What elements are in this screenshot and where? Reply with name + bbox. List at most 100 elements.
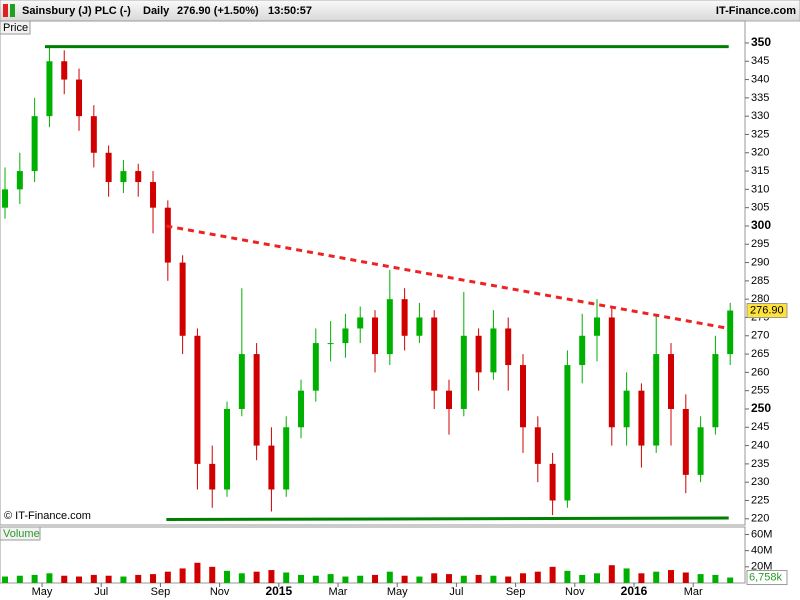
y-tick-label: 60M: [751, 528, 772, 540]
candle-body: [253, 354, 260, 446]
x-tick-label: Nov: [565, 586, 585, 598]
y-tick-label: 350: [751, 35, 771, 49]
x-tick-label: May: [32, 586, 53, 598]
volume-bar: [327, 574, 334, 583]
y-tick-label: 240: [751, 439, 769, 451]
volume-bar: [253, 571, 260, 583]
volume-bar: [682, 572, 689, 583]
x-tick-label: Sep: [506, 586, 526, 598]
volume-bar: [712, 574, 719, 583]
y-tick-label: 295: [751, 238, 769, 250]
volume-bar: [150, 574, 157, 583]
y-tick-label: 300: [751, 218, 771, 232]
volume-bar: [135, 574, 142, 583]
candle-body: [579, 335, 586, 366]
y-tick-label: 225: [751, 494, 769, 506]
candle-body: [164, 207, 171, 263]
period: Daily: [143, 5, 170, 17]
trend-line: [166, 516, 729, 522]
last-volume-box: [746, 570, 788, 586]
candle-body: [61, 61, 68, 80]
candle-body: [105, 152, 112, 183]
candle-body: [76, 79, 83, 117]
candle-body: [653, 354, 660, 446]
candle-body: [505, 328, 512, 366]
y-tick-label: 220: [751, 513, 769, 525]
candle-body: [490, 328, 497, 373]
candle-body: [2, 189, 9, 208]
candle-body: [342, 328, 349, 344]
volume-bar: [697, 574, 704, 583]
y-tick-label: 280: [751, 293, 769, 305]
last-volume-label: 6,758k: [749, 571, 783, 583]
volume-bar: [76, 576, 83, 583]
candle-body: [179, 262, 186, 336]
last-price-label: 276.90: [750, 304, 784, 316]
candle-body: [327, 343, 334, 345]
y-tick-label: 270: [751, 330, 769, 342]
volume-bar: [594, 573, 601, 583]
volume-bar: [179, 568, 186, 583]
volume-bar: [431, 573, 438, 583]
candle-body: [416, 317, 423, 336]
x-tick-label: Mar: [684, 586, 703, 598]
volume-bar: [520, 573, 527, 583]
y-tick-label: 20M: [751, 561, 772, 573]
x-tick-label: 2016: [621, 584, 648, 598]
volume-bar: [372, 574, 379, 583]
y-tick-label: 230: [751, 476, 769, 488]
y-tick-label: 255: [751, 385, 769, 397]
volume-bar: [283, 572, 290, 583]
volume-bar: [534, 571, 541, 583]
icon: [10, 4, 15, 17]
candle-body: [638, 390, 645, 446]
y-tick-label: 310: [751, 183, 769, 195]
volume-bar: [727, 577, 734, 583]
y-tick-label: 265: [751, 348, 769, 360]
volume-bar: [342, 576, 349, 583]
candle-body: [431, 317, 438, 391]
volume-bar: [31, 574, 38, 583]
x-tick-label: Jul: [94, 586, 108, 598]
candle-body: [31, 116, 38, 172]
volume-bar: [475, 574, 482, 583]
candle-body: [90, 116, 97, 153]
y-tick-label: 305: [751, 202, 769, 214]
x-tick-label: Jul: [449, 586, 463, 598]
volume-bar: [224, 570, 231, 583]
trend-line: [166, 224, 729, 330]
candle-body: [534, 427, 541, 464]
panel-label-box: [0, 20, 31, 35]
volume-bar: [164, 571, 171, 583]
candle-body: [475, 335, 482, 373]
price-panel: [0, 20, 746, 526]
y-tick-label: 290: [751, 256, 769, 268]
y-tick-label: 235: [751, 458, 769, 470]
candle-body: [46, 61, 53, 117]
volume-bar: [549, 566, 556, 583]
panel-label: Price: [3, 22, 28, 34]
volume-bar: [90, 574, 97, 583]
candle-body: [298, 390, 305, 428]
volume-bar: [608, 565, 615, 583]
candle-body: [549, 463, 556, 501]
volume-bar: [298, 574, 305, 583]
volume-bar: [312, 575, 319, 583]
icon: [3, 4, 8, 17]
volume-bar: [446, 574, 453, 583]
volume-bar: [401, 575, 408, 583]
candle-body: [401, 299, 408, 336]
candle-body: [623, 390, 630, 428]
volume-bar: [2, 576, 9, 583]
candle-body: [460, 335, 467, 409]
candle-body: [386, 299, 393, 355]
y-tick-label: 260: [751, 366, 769, 378]
candle-body: [135, 171, 142, 183]
time: 13:50:57: [268, 5, 312, 17]
volume-bar: [490, 575, 497, 583]
candle-body: [357, 317, 364, 329]
candle-body: [446, 390, 453, 409]
candle-body: [268, 445, 275, 490]
x-tick-label: Mar: [329, 586, 348, 598]
volume-bar: [579, 574, 586, 583]
